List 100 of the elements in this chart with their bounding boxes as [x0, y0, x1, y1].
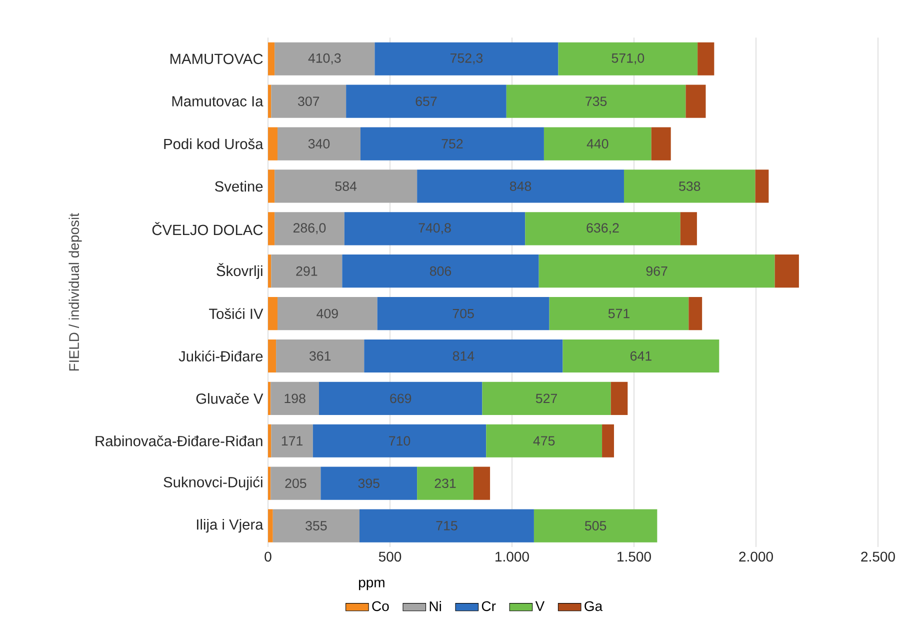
bar — [272, 509, 360, 542]
bar — [319, 382, 482, 415]
bar — [549, 296, 689, 330]
data-label: 409 — [316, 308, 338, 318]
y-tick-label: ČVELJO DOLAC — [152, 222, 263, 236]
bar — [346, 84, 506, 118]
bar — [774, 254, 799, 288]
bar — [364, 339, 563, 373]
y-axis-title: FIELD / individual deposit — [68, 213, 82, 371]
legend-label: Ni — [430, 601, 441, 612]
bar — [268, 424, 272, 458]
bar — [506, 84, 686, 118]
bar — [268, 466, 271, 500]
y-tick-label: Rabinovača-Điđare-Riđan — [96, 435, 262, 446]
y-tick-label: Podi kod Uroša — [164, 138, 264, 150]
bar — [271, 254, 342, 288]
data-label: 715 — [436, 521, 458, 530]
bar — [680, 212, 697, 246]
data-label: 171 — [282, 436, 303, 446]
bar — [268, 170, 275, 203]
bar — [686, 84, 706, 118]
bar — [312, 424, 486, 458]
data-label: 657 — [416, 96, 437, 106]
y-tick-label: Tošići IV — [209, 308, 264, 320]
bar — [558, 42, 698, 76]
bar — [268, 254, 272, 288]
y-tick-label: Škovrlji — [216, 263, 262, 280]
bar — [276, 339, 364, 373]
data-label: 740,8 — [418, 223, 451, 234]
bar — [360, 509, 534, 542]
y-tick-label: Mamutovac Ia — [172, 96, 264, 106]
x-tick-label: 2.000 — [739, 552, 773, 562]
bar — [274, 42, 375, 76]
bar — [538, 254, 775, 288]
y-tick-label: Gluvače V — [196, 393, 264, 404]
data-label: 361 — [309, 351, 331, 361]
data-label: 355 — [306, 521, 327, 530]
bar — [268, 509, 273, 542]
bar — [544, 127, 652, 160]
bar — [271, 424, 313, 458]
y-tick-label: Svetine — [215, 180, 263, 192]
data-label: 669 — [390, 394, 412, 404]
bar — [268, 84, 272, 118]
bar — [268, 127, 278, 160]
data-label: 307 — [298, 96, 320, 106]
bar — [534, 509, 658, 542]
bar — [602, 424, 614, 458]
x-tick-label: 0 — [264, 552, 272, 562]
bar — [344, 212, 526, 246]
bar — [278, 127, 360, 160]
data-label: 752 — [442, 139, 463, 148]
bar — [473, 466, 490, 500]
bar — [268, 42, 275, 76]
bar — [270, 382, 319, 415]
legend-label: V — [535, 601, 545, 611]
data-label: 571,0 — [612, 53, 644, 64]
data-label: 710 — [389, 436, 410, 446]
data-label: 806 — [430, 266, 452, 276]
bar — [610, 382, 628, 415]
legend-label: Co — [372, 601, 389, 612]
data-label: 198 — [284, 394, 306, 404]
data-label: 705 — [452, 308, 474, 318]
data-label: 395 — [358, 478, 380, 488]
data-label: 848 — [510, 182, 532, 191]
y-tick-label: Jukići-Điđare — [178, 350, 263, 362]
bar — [525, 212, 680, 246]
data-label: 752,3 — [450, 53, 483, 64]
bar — [377, 296, 550, 330]
data-label: 340 — [308, 139, 330, 148]
data-label: 291 — [296, 266, 318, 276]
bar — [270, 466, 321, 500]
data-label: 475 — [533, 436, 555, 446]
legend-label: Ga — [584, 601, 603, 612]
bar — [562, 339, 720, 373]
bar — [688, 296, 702, 330]
bar — [482, 382, 611, 415]
data-label: 584 — [335, 182, 357, 191]
bar — [698, 42, 714, 76]
bar — [417, 466, 474, 500]
x-axis-title: ppm — [358, 580, 384, 590]
bar — [268, 296, 278, 330]
data-label: 571 — [608, 308, 630, 318]
bar — [486, 424, 602, 458]
bar — [271, 84, 346, 118]
x-tick-label: 1.500 — [618, 552, 651, 562]
bar — [651, 127, 671, 160]
bar — [360, 127, 544, 160]
x-tick-label: 500 — [378, 552, 402, 562]
data-label: 735 — [586, 96, 607, 106]
bar — [374, 42, 558, 76]
bar — [274, 170, 418, 203]
x-tick-label: 2.500 — [861, 552, 895, 562]
data-label: 440 — [586, 139, 608, 148]
y-tick-label: Ilija i Vjera — [196, 518, 264, 533]
bar — [274, 212, 344, 246]
bar — [417, 170, 624, 203]
bar — [755, 170, 769, 203]
data-label: 641 — [630, 351, 652, 361]
data-label: 410,3 — [308, 53, 341, 64]
y-tick-label: Suknovci-Dujići — [164, 476, 262, 490]
